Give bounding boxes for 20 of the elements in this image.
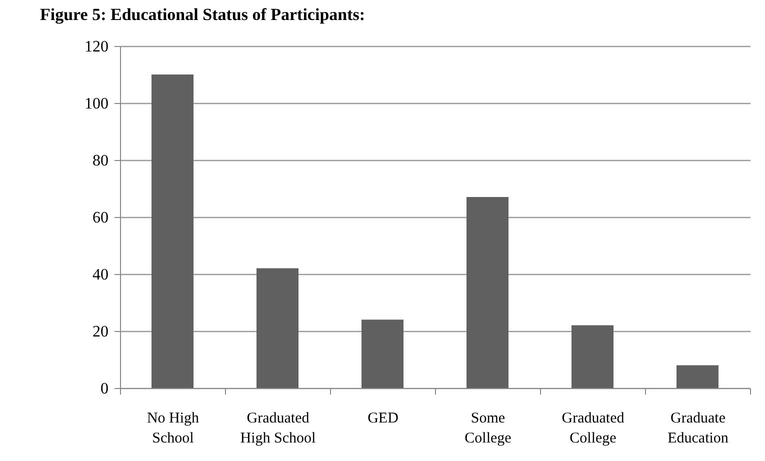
bar bbox=[676, 365, 718, 388]
y-tick-label: 0 bbox=[100, 380, 108, 398]
y-tick-label: 40 bbox=[92, 266, 108, 284]
bar bbox=[152, 74, 194, 388]
x-tick-label: No High School bbox=[146, 410, 200, 446]
x-tick-label: Some College bbox=[464, 410, 512, 446]
bar bbox=[466, 197, 508, 388]
bar bbox=[256, 268, 298, 388]
bar bbox=[362, 320, 404, 388]
y-tick-label: 20 bbox=[92, 324, 108, 340]
y-tick-label: 60 bbox=[92, 210, 108, 226]
x-tick-label: Graduate Education bbox=[668, 410, 729, 446]
y-tick-label: 100 bbox=[84, 96, 108, 112]
y-tick-label: 80 bbox=[92, 152, 108, 170]
bar bbox=[572, 325, 614, 388]
x-tick-label: GED bbox=[368, 410, 399, 426]
x-tick-label: Graduated College bbox=[562, 410, 625, 446]
y-tick-label: 120 bbox=[84, 38, 108, 56]
x-tick-label: Graduated High School bbox=[240, 410, 316, 446]
chart-title: Figure 5: Educational Status of Participants: bbox=[40, 5, 366, 24]
